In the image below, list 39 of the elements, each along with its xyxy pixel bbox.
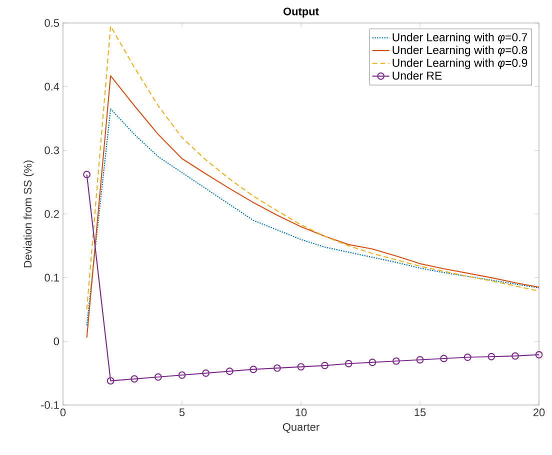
point xyxy=(250,366,258,374)
point xyxy=(344,360,352,368)
x-axis-title: Quarter xyxy=(282,423,320,433)
x-tick-label: 20 xyxy=(533,408,545,416)
point xyxy=(202,369,210,377)
point xyxy=(535,350,543,358)
x-tick-label: 5 xyxy=(179,408,185,416)
legend-label: Under Learning with φ=0.8 xyxy=(392,46,528,56)
point xyxy=(178,371,186,379)
y-tick-label: -0.1 xyxy=(41,401,59,409)
point xyxy=(83,170,91,178)
legend-label: Under Learning with φ=0.9 xyxy=(392,58,528,70)
y-axis-title: Deviation from SS (%) xyxy=(24,160,34,268)
point xyxy=(226,368,234,375)
legend-label: Under Learning with φ=0.7 xyxy=(392,32,528,44)
point xyxy=(297,363,305,371)
point xyxy=(392,357,400,365)
point xyxy=(273,364,281,372)
x-tick-label: 15 xyxy=(414,408,426,416)
y-tick-label: 0.4 xyxy=(44,82,60,91)
point xyxy=(368,358,376,366)
y-tick-label: 0 xyxy=(54,337,60,346)
point xyxy=(321,362,329,370)
y-tick-label: 0.3 xyxy=(44,146,59,154)
chart-title: Output xyxy=(284,8,319,18)
x-tick-label: 0 xyxy=(60,408,66,416)
point xyxy=(511,352,519,360)
point xyxy=(130,375,138,383)
point xyxy=(106,377,114,385)
y-tick-label: 0.5 xyxy=(44,19,60,27)
point xyxy=(488,352,496,360)
point xyxy=(440,354,448,362)
y-tick-label: 0.2 xyxy=(44,210,59,218)
x-tick-label: 10 xyxy=(296,408,307,416)
point xyxy=(416,356,424,364)
point xyxy=(464,354,472,361)
legend-label: Under RE xyxy=(392,71,442,80)
y-tick-label: 0.1 xyxy=(44,274,59,282)
point xyxy=(154,373,162,381)
